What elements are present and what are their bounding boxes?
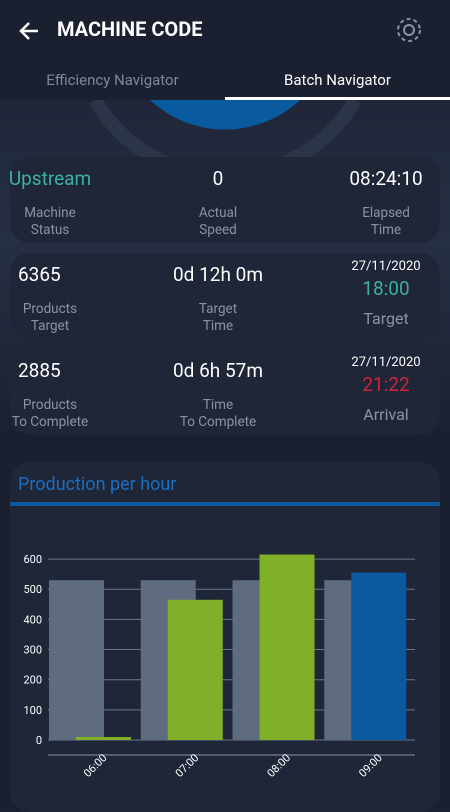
x-tick-label: 07:00 xyxy=(173,751,202,780)
label-line: Target xyxy=(198,301,238,317)
chart-title: Production per hour xyxy=(18,474,177,495)
card-label: Machine Status xyxy=(0,205,130,239)
label-line: Time xyxy=(202,397,234,413)
label-line: Machine xyxy=(24,205,76,221)
card-time: 18:00 xyxy=(362,277,410,300)
card-value: 2885 xyxy=(18,359,61,382)
tab-indicator xyxy=(225,97,450,100)
label-line: Actual xyxy=(198,205,238,221)
card-caption: Target xyxy=(363,309,409,328)
back-button[interactable] xyxy=(18,20,42,42)
label-line: Status xyxy=(30,222,70,238)
app-title: MACHINE CODE xyxy=(57,17,203,41)
bar xyxy=(49,580,104,740)
card-value: 0d 6h 57m xyxy=(173,359,263,382)
card-label: Time To Complete xyxy=(138,397,298,431)
x-tick-label: 09:00 xyxy=(356,751,385,780)
tab[interactable]: Efficiency Navigator xyxy=(46,71,179,89)
bar xyxy=(76,736,131,740)
card-value: 6365 xyxy=(18,263,61,286)
info-card: Upstream Machine Status 0 Actual Speed 08:24:1… xyxy=(9,157,440,243)
card-label: Elapsed Time xyxy=(306,205,450,239)
bar xyxy=(259,554,315,740)
card-value: 08:24:10 xyxy=(349,167,423,190)
card-label: Products Target xyxy=(0,301,130,335)
bar xyxy=(167,599,223,740)
label-line: Time xyxy=(370,222,402,238)
bar xyxy=(351,572,407,740)
label-line: Time xyxy=(202,318,234,334)
label-line: Products xyxy=(22,397,78,413)
card-date: 27/11/2020 xyxy=(351,355,421,370)
label-line: Products xyxy=(22,301,78,317)
app-bar: MACHINE CODE xyxy=(0,0,450,62)
tab-active[interactable]: Batch Navigator xyxy=(284,71,391,89)
card-time: 21:22 xyxy=(362,373,410,396)
chart-rule xyxy=(10,502,440,506)
label-line: Target xyxy=(30,318,70,334)
gauge-decoration xyxy=(88,96,362,160)
y-tick-label: 400 xyxy=(23,613,42,626)
label-line: To Complete xyxy=(11,414,89,430)
info-card: 6365 Products Target 0d 12h 0m Target Time 27/… xyxy=(10,253,440,339)
y-tick-label: 200 xyxy=(23,674,42,687)
y-tick-label: 600 xyxy=(23,553,42,566)
card-date: 27/11/2020 xyxy=(351,259,421,274)
label-line: To Complete xyxy=(179,414,257,430)
y-tick-label: 100 xyxy=(23,704,42,717)
x-tick-label: 08:00 xyxy=(265,751,294,780)
x-tick-label: 06:00 xyxy=(81,751,110,780)
card-value: 0 xyxy=(212,167,224,190)
card-label: Target Time xyxy=(138,301,298,335)
card-label: Actual Speed xyxy=(138,205,298,239)
label-line: Elapsed xyxy=(362,205,410,221)
y-tick-label: 500 xyxy=(23,583,42,596)
info-card: 2885 Products To Complete 0d 6h 57m Time To C… xyxy=(10,349,440,435)
settings-button[interactable] xyxy=(394,15,424,45)
tab-bar: Efficiency Navigator Batch Navigator xyxy=(0,62,450,100)
card-value: Upstream xyxy=(8,167,92,190)
card-value: 0d 12h 0m xyxy=(173,263,263,286)
card-caption: Arrival xyxy=(363,405,409,424)
label-line: Speed xyxy=(199,222,237,238)
y-tick-label: 300 xyxy=(23,644,42,657)
y-tick-label: 0 xyxy=(36,734,42,747)
card-label: Products To Complete xyxy=(0,397,130,431)
